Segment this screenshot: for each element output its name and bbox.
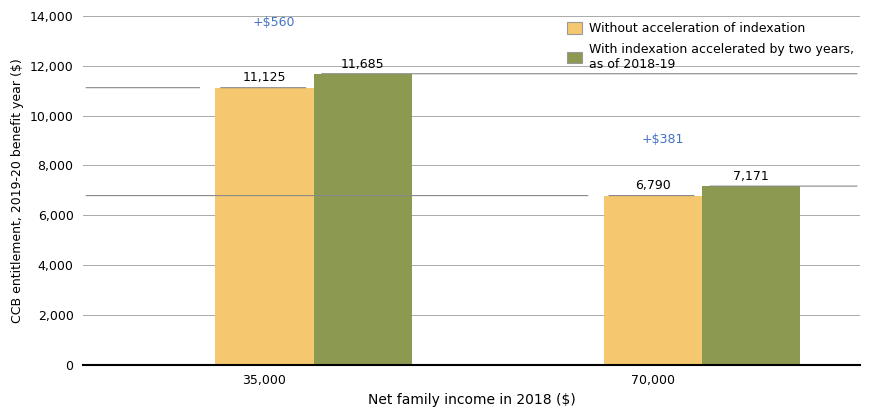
Text: 7,171: 7,171 [733,170,769,183]
Legend: Without acceleration of indexation, With indexation accelerated by two years,
as: Without acceleration of indexation, With… [567,22,854,71]
Y-axis label: CCB entitlement, 2019-20 benefit year ($): CCB entitlement, 2019-20 benefit year ($… [11,58,24,323]
Text: +$381: +$381 [641,133,684,145]
Text: 6,790: 6,790 [635,179,671,192]
Bar [702,186,800,364]
Text: 11,125: 11,125 [243,71,287,84]
Text: 11,685: 11,685 [341,58,385,71]
Bar [314,74,412,364]
Text: +$560: +$560 [253,15,295,28]
X-axis label: Net family income in 2018 ($): Net family income in 2018 ($) [368,393,576,407]
Bar [215,88,314,364]
Bar [604,196,702,364]
